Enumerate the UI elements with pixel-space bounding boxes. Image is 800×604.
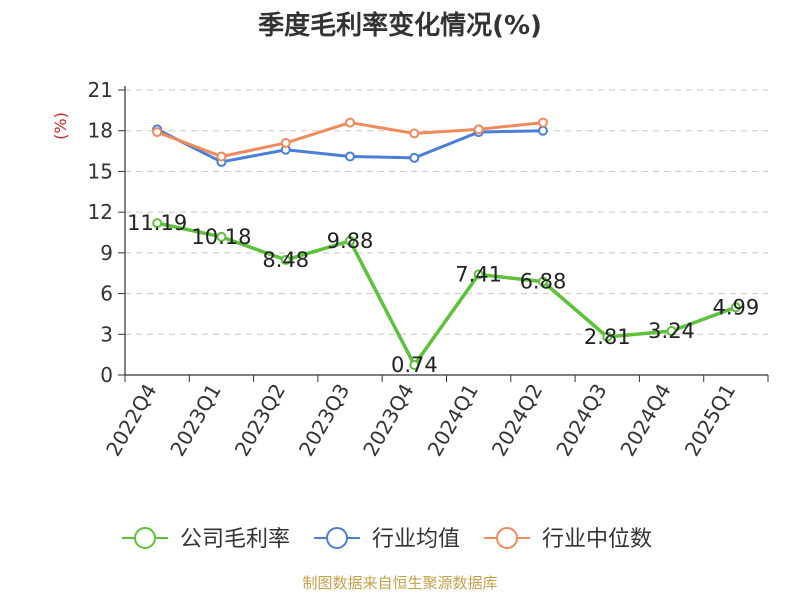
grid-lines [125, 89, 768, 335]
legend-label: 行业均值 [372, 527, 460, 552]
y-tick-label: 12 [88, 200, 113, 224]
x-tick-label: 2025Q1 [680, 380, 740, 461]
x-tick-label: 2023Q4 [358, 380, 418, 461]
data-label: 2.81 [584, 325, 631, 349]
data-point [216, 231, 227, 242]
data-label: 7.41 [455, 262, 502, 286]
y-tick-label: 3 [100, 322, 113, 346]
data-point [730, 302, 741, 313]
x-tick-label: 2024Q3 [551, 380, 611, 461]
data-label: 3.24 [648, 319, 695, 343]
x-tick-label: 2024Q4 [615, 380, 675, 461]
x-tick-label: 2023Q1 [165, 380, 225, 461]
legend-item[interactable]: 行业均值 [314, 527, 460, 552]
data-point [152, 218, 163, 229]
y-tick-label: 9 [100, 241, 113, 265]
legend-label: 行业中位数 [542, 527, 652, 552]
data-label: 6.88 [520, 270, 567, 294]
data-point [409, 152, 420, 163]
series-line [156, 121, 544, 158]
data-label: 0.74 [391, 353, 438, 377]
series-lines [152, 117, 741, 370]
data-label: 8.48 [262, 248, 309, 272]
x-tick-label: 2023Q3 [294, 380, 354, 461]
data-point [537, 276, 548, 287]
x-tick-label: 2024Q2 [487, 380, 547, 461]
y-tick-label: 6 [100, 282, 113, 306]
source-note: 制图数据来自恒生聚源数据库 [302, 574, 497, 592]
data-point [280, 254, 291, 265]
legend-circle-icon [496, 527, 519, 549]
data-label: 10.18 [191, 225, 251, 249]
data-point [666, 326, 677, 337]
data-label: 9.88 [327, 229, 374, 253]
legend-item[interactable]: 公司毛利率 [122, 527, 290, 552]
data-label: 11.19 [127, 211, 187, 235]
chart-title: 季度毛利率变化情况(%) [258, 10, 542, 41]
y-axis-unit-label: (%) [51, 112, 70, 140]
data-point [345, 235, 356, 246]
series-line [156, 221, 737, 367]
data-point [409, 128, 420, 139]
axes: 0 3 6 9 12 15 18 21 2022Q4 2023Q1 2023Q2 2023Q3 2023… [88, 78, 769, 461]
legend: 公司毛利率 行业均值 行业中位数 [122, 527, 652, 552]
y-tick-label: 21 [88, 78, 113, 102]
y-tick-label: 15 [88, 159, 113, 183]
data-point [345, 151, 356, 162]
data-point [280, 137, 291, 148]
y-tick-label: 0 [100, 363, 113, 387]
x-tick-label: 2023Q2 [230, 380, 290, 461]
data-point [537, 125, 548, 136]
legend-item[interactable]: 行业中位数 [484, 527, 652, 552]
legend-circle-icon [134, 527, 156, 549]
legend-label: 公司毛利率 [180, 527, 290, 552]
data-point [602, 331, 613, 342]
data-point [537, 117, 548, 128]
data-label: 4.99 [712, 295, 759, 319]
data-point [345, 117, 356, 128]
data-point [152, 127, 163, 138]
data-point [473, 269, 484, 280]
x-tick-label: 2022Q4 [101, 380, 161, 461]
legend-circle-icon [326, 527, 349, 549]
data-point [473, 124, 484, 135]
x-tick-label: 2024Q1 [423, 380, 483, 461]
y-tick-label: 18 [88, 119, 113, 143]
data-point [409, 359, 420, 370]
data-point [216, 151, 227, 162]
